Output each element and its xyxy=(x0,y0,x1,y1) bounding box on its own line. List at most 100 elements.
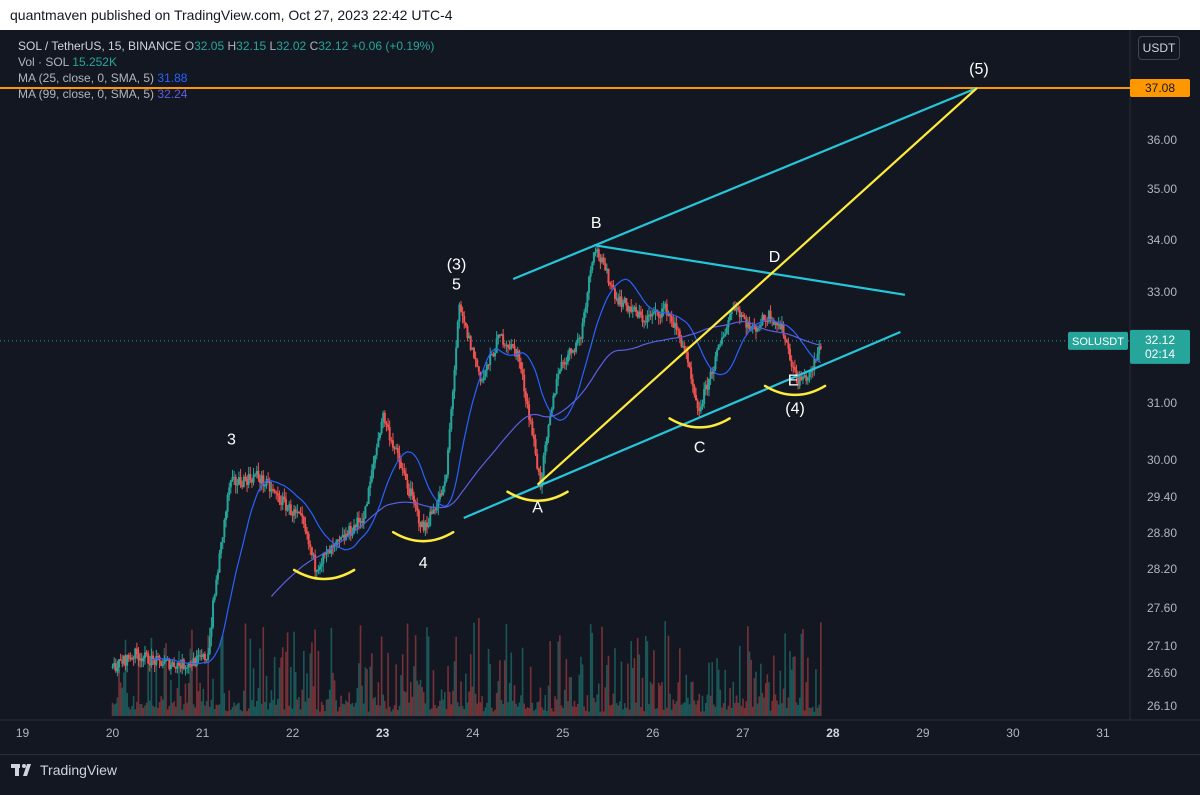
candle-body xyxy=(205,659,208,661)
legend-ma25-row: MA (25, close, 0, SMA, 5) 31.88 xyxy=(18,70,434,86)
candle-body xyxy=(304,523,307,532)
volume-bar xyxy=(630,640,632,716)
candle-body xyxy=(111,666,114,668)
legend-volume-value: 15.252K xyxy=(72,55,117,69)
candle-body xyxy=(179,665,182,669)
candle-body xyxy=(513,345,516,349)
volume-bar xyxy=(476,703,479,716)
volume-bar xyxy=(758,696,761,716)
volume-bar xyxy=(299,709,302,716)
candle-body xyxy=(189,662,192,666)
candle-body xyxy=(547,424,550,438)
footer-brand[interactable]: TradingView xyxy=(40,762,118,778)
candle-body xyxy=(631,309,634,312)
volume-bar xyxy=(656,708,658,716)
volume-bar xyxy=(724,669,726,716)
candle-body xyxy=(284,499,287,511)
volume-bar xyxy=(599,711,602,716)
candle-body xyxy=(795,370,798,378)
volume-bar xyxy=(183,704,185,716)
candle-body xyxy=(213,594,216,601)
candle-body xyxy=(800,376,803,380)
volume-bar xyxy=(283,709,286,716)
candle-body xyxy=(390,440,393,442)
candle-body xyxy=(474,357,477,360)
candle-body xyxy=(704,384,707,390)
volume-bar xyxy=(226,711,229,716)
candle-body xyxy=(628,306,631,312)
volume-bar xyxy=(221,635,224,716)
candle-body xyxy=(472,347,475,358)
candle-body xyxy=(563,362,566,365)
candle-body xyxy=(463,315,466,323)
chart-area[interactable]: B D C A E 3 5 (3) 4 (4) (5) 36.00 35.00 34.00 33.00 31.… xyxy=(0,30,1200,750)
time-axis-tick: 19 xyxy=(16,726,30,740)
volume-bar xyxy=(474,693,477,716)
candle-body xyxy=(696,400,699,409)
volume-bar xyxy=(795,702,798,716)
candle-body xyxy=(312,554,315,556)
candle-body xyxy=(182,659,185,669)
volume-bar xyxy=(572,706,574,716)
volume-bar xyxy=(680,704,683,716)
candle-body xyxy=(630,306,633,312)
volume-bar xyxy=(168,705,171,716)
volume-bar xyxy=(773,655,775,716)
candle-body xyxy=(335,541,338,544)
volume-bar xyxy=(257,688,260,716)
candle-body xyxy=(272,489,275,491)
candle-body xyxy=(797,377,800,386)
last-price-badge xyxy=(1130,329,1190,364)
candle-body xyxy=(683,346,686,351)
volume-bar xyxy=(431,708,433,716)
candle-body xyxy=(195,655,198,666)
candle-body xyxy=(534,439,537,455)
candle-body xyxy=(623,298,626,303)
volume-bar xyxy=(785,707,788,716)
volume-bar xyxy=(280,657,282,716)
legend-symbol[interactable]: SOL / TetherUS, 15, BINANCE xyxy=(18,39,182,53)
volume-bar xyxy=(484,707,487,716)
volume-bar xyxy=(740,705,743,716)
volume-bar xyxy=(400,675,402,716)
volume-bar xyxy=(743,707,746,716)
candle-body xyxy=(440,493,443,496)
volume-bar xyxy=(427,636,430,716)
candle-body xyxy=(119,659,122,661)
candle-body xyxy=(591,262,594,271)
candle-body xyxy=(507,344,510,348)
volume-bar xyxy=(405,692,407,716)
legend-ma99-label[interactable]: MA (99, close, 0, SMA, 5) xyxy=(18,87,155,101)
wave-label-wave-(5): (5) xyxy=(969,61,989,78)
candle-body xyxy=(357,517,360,523)
volume-bar xyxy=(648,704,650,716)
volume-bar xyxy=(424,703,427,716)
candle-body xyxy=(424,522,427,531)
volume-bar xyxy=(453,661,456,716)
volume-bar xyxy=(204,705,206,716)
candle-body xyxy=(635,306,638,312)
candle-body xyxy=(660,309,663,318)
volume-bar xyxy=(312,686,315,716)
candle-body xyxy=(286,507,289,511)
price-chart[interactable]: B D C A E 3 5 (3) 4 (4) (5) 36.00 35.00 34.00 33.00 31.… xyxy=(0,30,1200,750)
volume-bar xyxy=(521,647,524,716)
volume-bar xyxy=(411,696,414,716)
tradingview-logo-icon[interactable] xyxy=(10,755,34,795)
volume-bar xyxy=(747,626,749,716)
volume-bar xyxy=(447,665,449,716)
candle-body xyxy=(250,479,253,483)
quote-currency-button[interactable]: USDT xyxy=(1138,36,1180,60)
candle-body xyxy=(706,384,709,390)
legend-volume-label[interactable]: Vol · SOL xyxy=(18,55,69,69)
volume-bar xyxy=(738,645,741,716)
volume-bar xyxy=(278,667,281,716)
volume-bar xyxy=(126,692,128,716)
candle-body xyxy=(262,475,265,486)
legend-ma25-label[interactable]: MA (25, close, 0, SMA, 5) xyxy=(18,71,155,85)
volume-bar xyxy=(231,707,234,716)
candle-body xyxy=(122,655,125,664)
candle-body xyxy=(601,257,604,263)
volume-bar xyxy=(147,655,150,716)
candle-body xyxy=(693,386,696,395)
